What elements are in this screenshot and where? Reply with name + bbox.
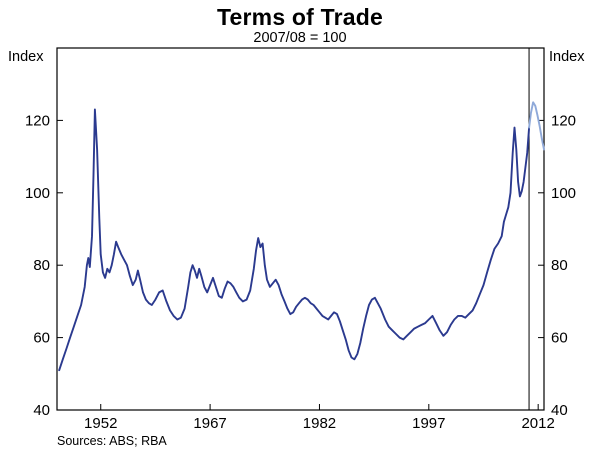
chart-title: Terms of Trade	[217, 4, 383, 30]
svg-text:60: 60	[33, 330, 50, 347]
svg-text:60: 60	[551, 330, 568, 347]
svg-text:2012: 2012	[521, 415, 554, 432]
svg-text:1982: 1982	[303, 415, 336, 432]
svg-text:100: 100	[551, 185, 576, 202]
svg-text:40: 40	[33, 402, 50, 419]
svg-text:1967: 1967	[193, 415, 226, 432]
svg-text:100: 100	[25, 185, 50, 202]
y-axis-unit-right: Index	[549, 49, 585, 65]
source-note: Sources: ABS; RBA	[57, 434, 167, 448]
svg-text:1997: 1997	[412, 415, 445, 432]
y-axis-unit-left: Index	[8, 49, 44, 65]
svg-text:120: 120	[551, 112, 576, 129]
svg-text:80: 80	[551, 257, 568, 274]
svg-text:40: 40	[551, 402, 568, 419]
svg-text:120: 120	[25, 112, 50, 129]
chart-subtitle: 2007/08 = 100	[253, 30, 347, 46]
svg-text:80: 80	[33, 257, 50, 274]
svg-text:1952: 1952	[84, 415, 117, 432]
